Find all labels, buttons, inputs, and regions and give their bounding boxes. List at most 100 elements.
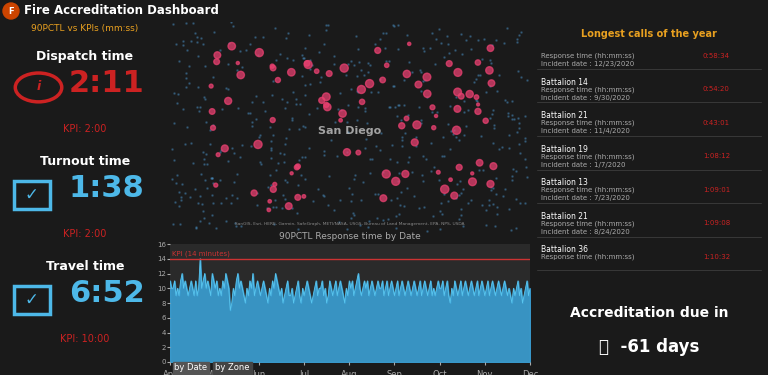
Text: Response time (hh:mm:ss): Response time (hh:mm:ss) xyxy=(541,254,635,260)
Point xyxy=(253,50,266,55)
Point xyxy=(326,137,338,143)
Point xyxy=(451,127,463,133)
Point xyxy=(506,173,518,179)
Point xyxy=(194,193,207,199)
Point xyxy=(511,115,524,121)
Point xyxy=(485,184,497,190)
Point xyxy=(380,171,392,177)
Point xyxy=(395,189,407,195)
Point xyxy=(392,45,404,51)
Point xyxy=(240,47,253,53)
Point xyxy=(257,34,269,40)
Point xyxy=(231,171,243,177)
Point xyxy=(206,108,218,114)
Point xyxy=(282,30,294,36)
Point xyxy=(318,152,330,157)
Point xyxy=(346,191,358,197)
Point xyxy=(269,197,281,203)
Point xyxy=(402,159,414,165)
Point xyxy=(341,148,353,154)
Point xyxy=(402,112,414,118)
Point xyxy=(267,65,280,71)
Point xyxy=(464,91,476,97)
Point xyxy=(273,51,286,57)
Point xyxy=(362,69,374,75)
Point xyxy=(347,210,359,216)
Point xyxy=(200,161,213,167)
Point xyxy=(293,157,306,163)
Point xyxy=(225,19,237,25)
Point xyxy=(332,106,344,112)
Point xyxy=(480,222,492,228)
Point xyxy=(180,47,193,53)
Point xyxy=(492,88,504,94)
Point xyxy=(510,168,522,174)
Text: Fire Accreditation Dashboard: Fire Accreditation Dashboard xyxy=(24,4,219,18)
Text: 1:09:08: 1:09:08 xyxy=(703,220,730,226)
Point xyxy=(280,34,293,40)
Point xyxy=(427,164,439,170)
Point xyxy=(296,154,309,160)
Text: Dispatch time: Dispatch time xyxy=(36,50,134,63)
Point xyxy=(338,65,350,71)
Point xyxy=(230,224,242,230)
Text: Incident date : 1/7/2020: Incident date : 1/7/2020 xyxy=(541,162,626,168)
Point xyxy=(270,167,282,173)
Point xyxy=(426,109,439,115)
Point xyxy=(421,74,433,80)
Point xyxy=(356,99,368,105)
Point xyxy=(210,59,223,65)
Point xyxy=(341,226,353,232)
Point xyxy=(503,207,515,213)
Point xyxy=(208,28,220,34)
Point xyxy=(446,130,458,136)
Point xyxy=(365,89,377,95)
Point xyxy=(369,191,381,197)
Point xyxy=(252,141,264,147)
Point xyxy=(177,42,190,48)
Point xyxy=(462,106,474,112)
Point xyxy=(280,177,292,183)
Text: by Zone: by Zone xyxy=(215,363,250,372)
Point xyxy=(170,40,182,46)
Point xyxy=(374,76,386,82)
Point xyxy=(412,206,425,212)
Point xyxy=(411,122,423,128)
Point xyxy=(410,143,422,149)
Point xyxy=(475,56,488,62)
Point xyxy=(409,140,421,146)
Point xyxy=(316,98,328,104)
Point xyxy=(311,105,323,111)
Point xyxy=(417,153,429,159)
Point xyxy=(453,192,465,198)
Point xyxy=(421,228,433,234)
Point xyxy=(203,220,215,226)
Point xyxy=(234,48,247,54)
Point xyxy=(283,126,295,132)
Point xyxy=(173,57,185,63)
Point xyxy=(266,204,279,210)
Point xyxy=(380,30,392,36)
Point xyxy=(167,221,179,227)
Point xyxy=(353,59,365,65)
Point xyxy=(419,48,431,54)
Point xyxy=(376,77,389,83)
Point xyxy=(497,193,509,199)
Point xyxy=(286,57,299,63)
Point xyxy=(428,125,440,131)
Point xyxy=(514,200,526,206)
Text: Incident date : 7/23/2020: Incident date : 7/23/2020 xyxy=(541,195,631,201)
Point xyxy=(313,49,325,55)
Text: Battalion 21: Battalion 21 xyxy=(541,212,588,221)
Point xyxy=(490,37,502,43)
Point xyxy=(410,134,422,140)
Point xyxy=(230,219,242,225)
Point xyxy=(220,195,232,201)
Point xyxy=(250,116,263,122)
Point xyxy=(470,94,482,100)
Point xyxy=(292,194,304,200)
Point xyxy=(236,64,248,70)
Point xyxy=(230,67,243,73)
Point xyxy=(263,207,275,213)
Point xyxy=(458,98,470,104)
